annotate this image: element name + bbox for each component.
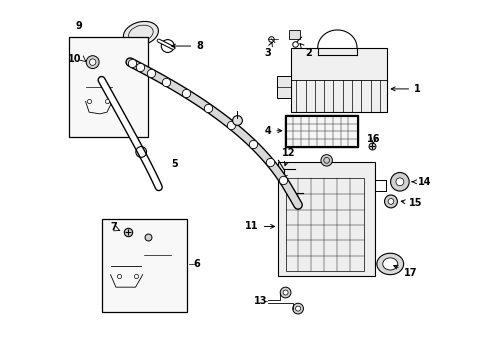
Circle shape: [280, 287, 290, 298]
Circle shape: [283, 290, 287, 295]
Text: 4: 4: [264, 126, 281, 136]
Circle shape: [295, 306, 300, 311]
Bar: [290, 48, 386, 112]
Text: 7: 7: [110, 222, 117, 232]
Text: 12: 12: [282, 148, 295, 166]
Ellipse shape: [123, 21, 158, 46]
Text: 15: 15: [400, 198, 422, 208]
Circle shape: [89, 59, 96, 65]
Circle shape: [320, 155, 332, 166]
Text: 3: 3: [264, 42, 272, 58]
Text: 2: 2: [299, 44, 311, 58]
Text: 9: 9: [75, 21, 81, 31]
Circle shape: [292, 303, 303, 314]
Bar: [276, 76, 290, 98]
Bar: [285, 178, 364, 271]
Text: 1: 1: [390, 84, 420, 94]
Bar: [102, 219, 187, 312]
Text: 5: 5: [171, 159, 178, 169]
Circle shape: [390, 172, 408, 191]
Text: 14: 14: [411, 177, 430, 187]
Bar: [278, 162, 374, 276]
Circle shape: [387, 199, 393, 204]
Text: 13: 13: [253, 296, 267, 306]
Circle shape: [384, 195, 397, 208]
Text: 10: 10: [68, 54, 81, 64]
Text: 6: 6: [192, 259, 199, 269]
Bar: [69, 37, 148, 137]
Text: 11: 11: [245, 221, 274, 231]
Ellipse shape: [382, 258, 397, 270]
Ellipse shape: [376, 253, 403, 275]
Text: 8: 8: [171, 41, 203, 51]
Bar: [288, 30, 299, 39]
Circle shape: [395, 178, 403, 186]
Bar: [285, 116, 356, 146]
Circle shape: [86, 56, 99, 68]
Text: 17: 17: [393, 265, 416, 278]
Bar: [284, 114, 357, 147]
Text: 16: 16: [366, 134, 380, 144]
